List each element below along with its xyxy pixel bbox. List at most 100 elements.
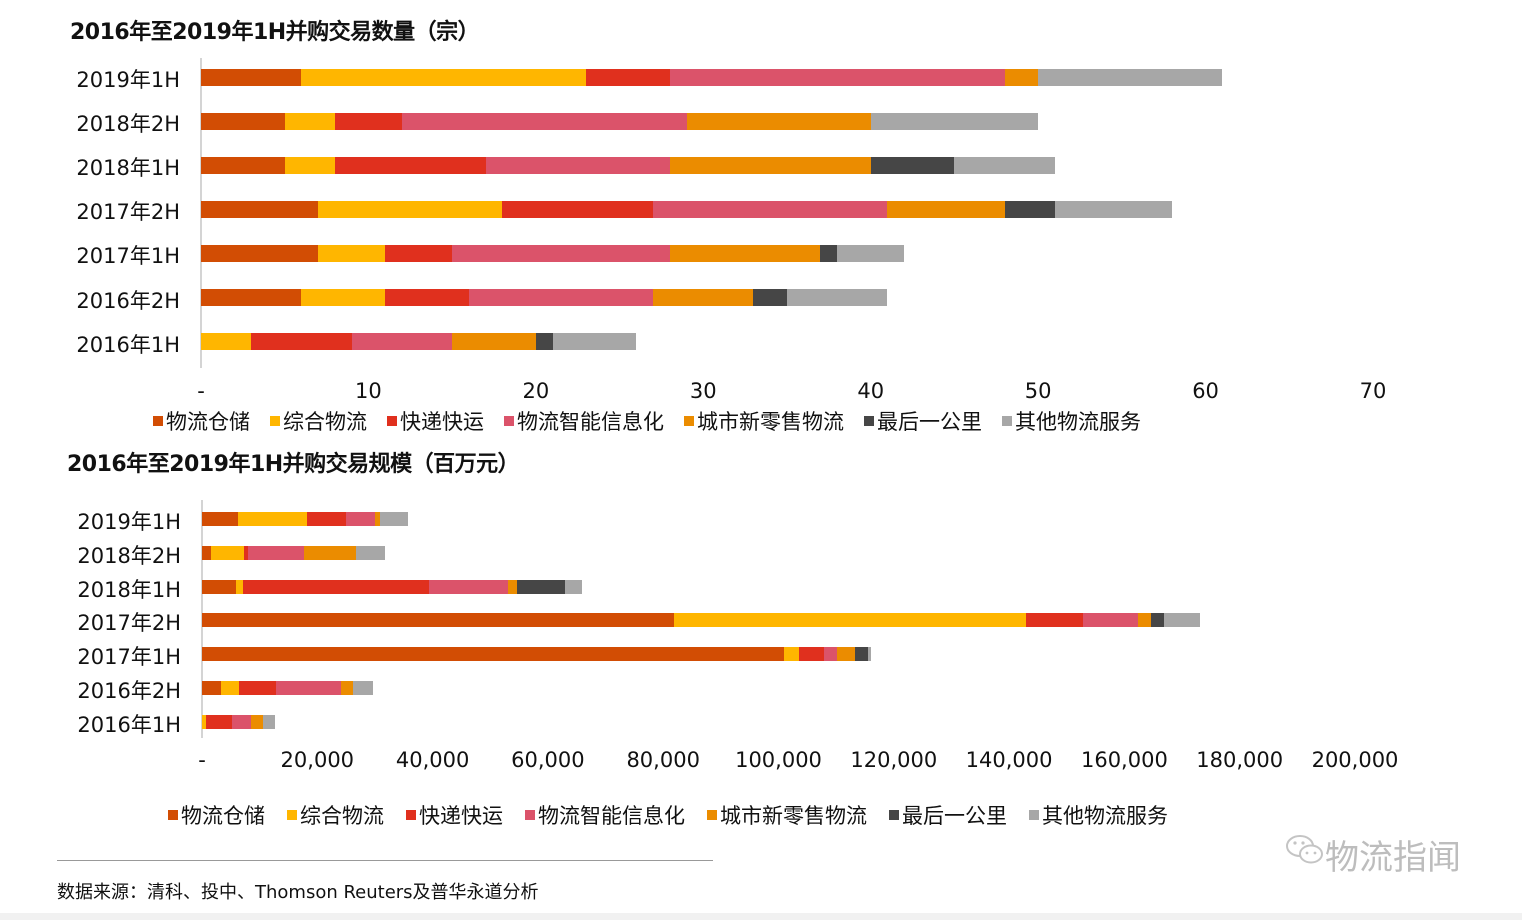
legend-item: 物流仓储	[168, 800, 265, 830]
stacked-bar	[202, 714, 276, 729]
bar-segment	[237, 512, 307, 526]
bar-segment	[669, 156, 871, 174]
legend-item: 其他物流服务	[1029, 800, 1168, 830]
x-tick-label: 140,000	[965, 748, 1053, 772]
x-tick-label: -	[198, 748, 206, 772]
bar-segment	[1038, 68, 1223, 86]
bar-segment	[221, 681, 239, 695]
category-label: 2016年1H	[76, 332, 180, 357]
bar-segment	[552, 333, 637, 351]
x-tick-label: 50	[1024, 379, 1052, 403]
bar-segment	[855, 647, 869, 662]
bar-segment	[799, 647, 825, 662]
bar-segment	[318, 244, 386, 262]
stacked-bar	[202, 681, 374, 695]
bar-segment	[1137, 613, 1151, 628]
bar-segment	[202, 613, 675, 628]
x-tick-label: 20,000	[280, 748, 355, 772]
stacked-bar	[202, 512, 408, 526]
legend-label: 最后一公里	[877, 410, 982, 434]
bar-segment	[304, 545, 356, 560]
legend-swatch	[525, 810, 535, 820]
bar-segment	[346, 512, 375, 526]
legend-swatch	[387, 416, 397, 426]
bar-segment	[201, 333, 252, 351]
legend-swatch	[270, 416, 280, 426]
bar-segment	[306, 512, 347, 526]
bar-segment	[786, 289, 888, 306]
x-tick-label: 60,000	[511, 748, 585, 772]
category-label: 2016年2H	[76, 288, 180, 313]
category-label: 2016年2H	[77, 679, 181, 703]
x-tick-label: -	[197, 379, 205, 403]
category-label: 2018年1H	[76, 156, 180, 181]
data-source-note: 数据来源：清科、投中、Thomson Reuters及普华永道分析	[57, 882, 539, 903]
bar-segment	[201, 68, 302, 86]
bar-segment	[1054, 200, 1172, 218]
bar-segment	[753, 289, 787, 306]
stacked-bar	[201, 289, 888, 306]
bar-segment	[238, 681, 276, 695]
bar-segment	[669, 68, 1005, 86]
bar-segment	[887, 200, 1005, 218]
chart1-title: 2016年至2019年1H并购交易数量（宗）	[70, 20, 480, 45]
bar-segment	[674, 613, 1027, 628]
bar-segment	[586, 68, 670, 86]
x-tick-label: 70	[1359, 379, 1387, 403]
bar-segment	[250, 714, 264, 729]
x-tick-label: 180,000	[1196, 748, 1284, 772]
x-tick-label: 20	[522, 379, 550, 403]
bar-segment	[248, 545, 305, 560]
stacked-bar	[201, 200, 1172, 218]
category-label: 2018年1H	[77, 577, 181, 602]
bar-segment	[508, 579, 518, 594]
bar-segment	[301, 68, 587, 86]
bar-segment	[535, 333, 553, 351]
x-tick-label: 40,000	[395, 748, 470, 772]
legend-label: 最后一公里	[902, 804, 1007, 828]
bar-segment	[202, 681, 222, 695]
bar-segment	[954, 156, 1055, 174]
bar-segment	[452, 244, 670, 262]
bar-segment	[201, 200, 319, 218]
bar-segment	[653, 289, 754, 306]
bar-segment	[202, 545, 212, 560]
category-label: 2018年2H	[77, 543, 181, 568]
x-tick-label: 120,000	[850, 748, 938, 772]
stacked-bar	[202, 647, 872, 662]
legend-label: 城市新零售物流	[720, 804, 867, 828]
bar-segment	[1004, 68, 1039, 86]
x-tick-label: 30	[689, 379, 717, 403]
legend-item: 快递快运	[406, 800, 503, 830]
bar-segment	[231, 714, 251, 729]
legend-swatch	[406, 810, 416, 820]
chart1-legend: 物流仓储 综合物流 快递快运 物流智能信息化 城市新零售物流 最后一公里 其他物流服务	[153, 406, 1161, 436]
bar-segment	[351, 333, 453, 351]
footer-band	[0, 913, 1522, 920]
bar-segment	[669, 244, 821, 262]
bar-segment	[201, 289, 302, 306]
category-label: 2016年1H	[77, 712, 181, 737]
legend-item: 物流智能信息化	[525, 800, 685, 830]
x-tick-label: 200,000	[1311, 748, 1399, 772]
bar-segment	[565, 579, 582, 594]
legend-swatch	[287, 810, 297, 820]
legend-swatch	[153, 416, 163, 426]
chart2-legend: 物流仓储 综合物流 快递快运 物流智能信息化 城市新零售物流 最后一公里 其他物流服务	[168, 800, 1190, 830]
category-label: 2017年1H	[77, 645, 181, 670]
bar-segment	[202, 647, 785, 662]
bar-segment	[353, 681, 374, 695]
legend-label: 城市新零售物流	[697, 410, 844, 434]
watermark-text: 物流指闻	[1325, 838, 1461, 878]
bar-segment	[201, 156, 285, 174]
bar-segment	[340, 681, 353, 695]
bar-segment	[318, 200, 503, 218]
legend-swatch	[168, 810, 178, 820]
bar-segment	[334, 156, 486, 174]
bar-segment	[1083, 613, 1138, 628]
legend-swatch	[1002, 416, 1012, 426]
stacked-bar	[202, 579, 582, 594]
category-label: 2017年2H	[77, 611, 181, 636]
legend-label: 其他物流服务	[1015, 410, 1141, 434]
bar-segment	[242, 579, 430, 594]
